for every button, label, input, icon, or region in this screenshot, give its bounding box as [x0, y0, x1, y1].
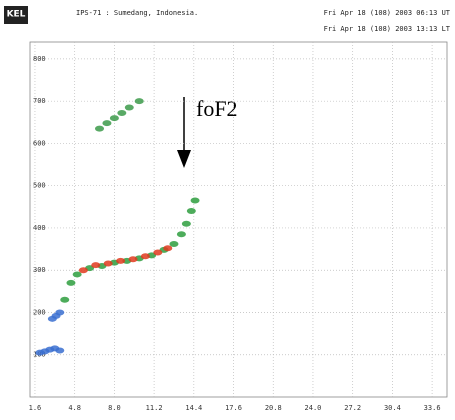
trace-point [117, 110, 126, 116]
subtitle: Fri Apr 18 (108) 2003 13:13 LT [324, 25, 451, 33]
x-tick-label: 24.0 [305, 404, 322, 412]
title: IPS-71 : Sumedang, Indonesia. [76, 9, 198, 17]
trace-point [66, 280, 75, 286]
plot-frame [30, 42, 447, 397]
trace-point [163, 245, 172, 251]
page: {"chart_data": {"type": "scatter", "logo… [0, 0, 455, 416]
chart: KEL IPS-71 : Sumedang, Indonesia. Fri Ap… [0, 0, 455, 416]
trace-point [125, 105, 134, 111]
y-tick-label: 500 [33, 182, 46, 190]
logo: KEL [7, 10, 26, 20]
trace-point [110, 115, 119, 121]
arrow-head [177, 150, 191, 168]
trace-point [104, 260, 113, 266]
trace-point [55, 309, 64, 315]
trace-point [55, 348, 64, 354]
trace-point [182, 221, 191, 227]
trace-point [95, 126, 104, 132]
trace-point [79, 267, 88, 273]
x-tick-label: 1.6 [29, 404, 42, 412]
subtitle: Fri Apr 18 (108) 2003 06:13 UT [324, 9, 451, 17]
trace-point [135, 98, 144, 104]
trace-point [153, 249, 162, 255]
trace-point [177, 231, 186, 237]
x-tick-label: 33.6 [424, 404, 441, 412]
annotation: foF2 [196, 96, 238, 121]
trace-point [129, 256, 138, 262]
y-tick-label: 600 [33, 139, 46, 147]
trace-point [116, 258, 125, 264]
trace-point [141, 253, 150, 259]
x-tick-label: 27.2 [344, 404, 361, 412]
trace-point [191, 197, 200, 203]
x-tick-label: 30.4 [384, 404, 401, 412]
x-tick-label: 11.2 [146, 404, 163, 412]
trace-point [91, 262, 100, 268]
x-tick-label: 4.8 [68, 404, 81, 412]
x-tick-label: 8.0 [108, 404, 121, 412]
x-tick-label: 17.6 [225, 404, 242, 412]
x-tick-label: 20.8 [265, 404, 282, 412]
trace-point [102, 120, 111, 126]
x-tick-label: 14.4 [185, 404, 202, 412]
y-tick-label: 800 [33, 55, 46, 63]
y-tick-label: 700 [33, 97, 46, 105]
trace-point [60, 297, 69, 303]
trace-point [187, 208, 196, 214]
